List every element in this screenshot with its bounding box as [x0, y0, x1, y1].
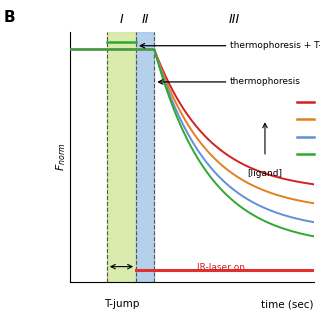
- Text: thermophoresis: thermophoresis: [230, 77, 300, 86]
- Bar: [136, 32, 154, 282]
- Text: thermophoresis + T-: thermophoresis + T-: [230, 41, 320, 50]
- Text: II: II: [141, 13, 149, 26]
- Text: time (sec): time (sec): [261, 299, 314, 309]
- Text: I: I: [120, 13, 123, 26]
- Text: T-jump: T-jump: [104, 299, 139, 309]
- Text: B: B: [3, 10, 15, 25]
- Text: III: III: [228, 13, 240, 26]
- Text: [ligand]: [ligand]: [247, 169, 283, 178]
- Bar: [107, 32, 136, 282]
- Y-axis label: $F_{norm}$: $F_{norm}$: [54, 143, 68, 171]
- Text: IR-laser on: IR-laser on: [197, 263, 245, 272]
